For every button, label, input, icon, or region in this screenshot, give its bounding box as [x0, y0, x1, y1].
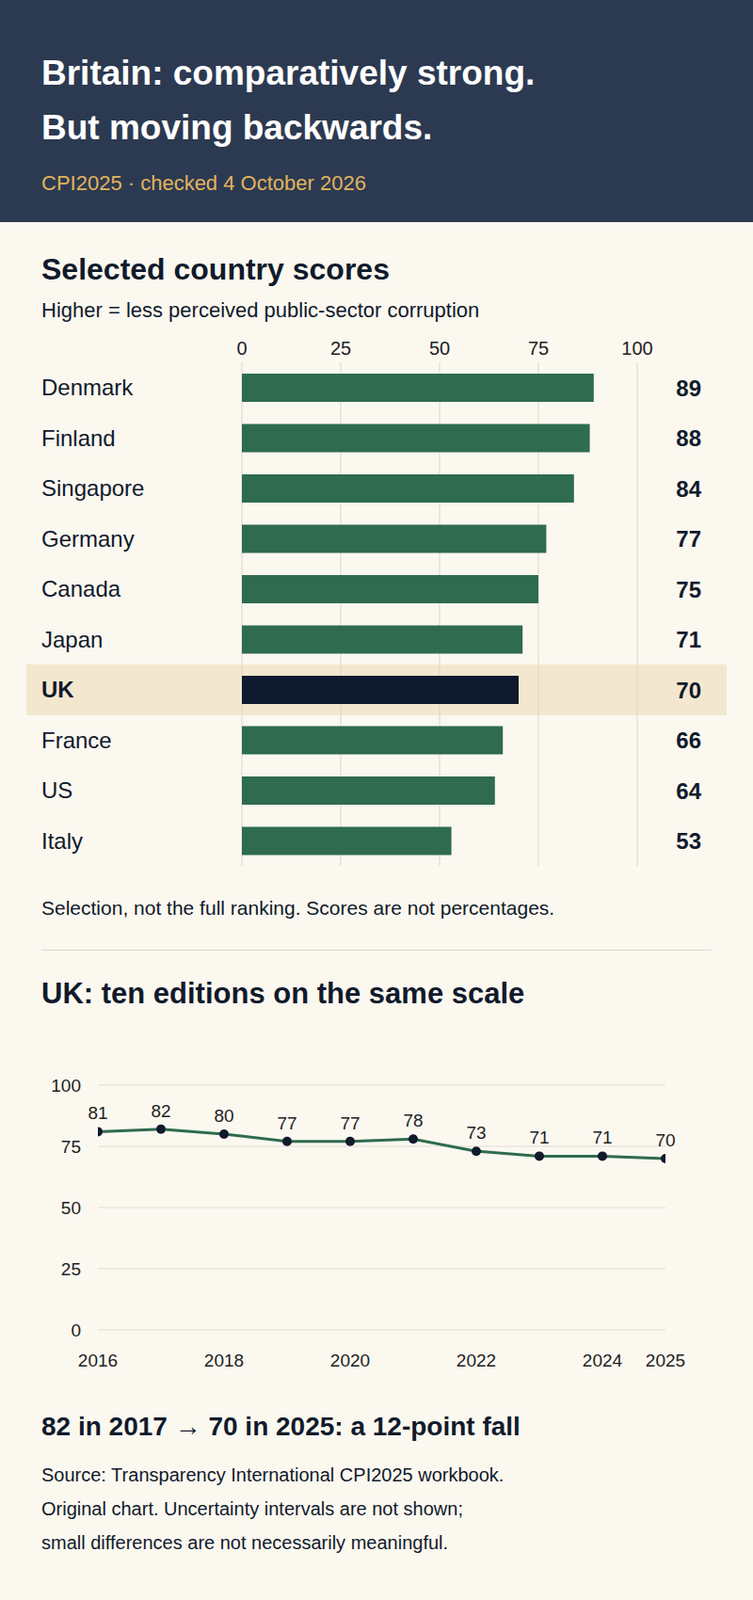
- svg-text:25: 25: [61, 1259, 81, 1280]
- svg-text:Italy: Italy: [41, 828, 83, 854]
- svg-text:89: 89: [675, 375, 702, 401]
- svg-text:53: 53: [675, 828, 702, 854]
- svg-text:100: 100: [621, 337, 653, 359]
- svg-text:2024: 2024: [582, 1350, 624, 1371]
- svg-text:25: 25: [330, 337, 352, 359]
- svg-text:2016: 2016: [78, 1350, 118, 1371]
- svg-text:71: 71: [528, 1127, 549, 1148]
- html-text:Britain: comparatively strong.: Britain: comparatively strong.: [41, 53, 535, 93]
- svg-text:Finland: Finland: [41, 425, 116, 451]
- html-text:Source: Transparency Internati: Source: Transparency International CPI20…: [41, 1464, 504, 1485]
- svg-text:0: 0: [70, 1320, 81, 1341]
- svg-text:100: 100: [50, 1075, 81, 1096]
- html-text:But moving backwards.: But moving backwards.: [41, 108, 433, 147]
- svg-text:77: 77: [339, 1113, 360, 1134]
- svg-text:66: 66: [675, 727, 702, 753]
- html-text:82 in 2017 → 70 in 2025: a 12-: 82 in 2017 → 70 in 2025: a 12-point fall: [41, 1411, 521, 1441]
- svg-text:2018: 2018: [204, 1350, 244, 1371]
- svg-text:81: 81: [87, 1103, 108, 1123]
- svg-text:77: 77: [276, 1113, 297, 1134]
- svg-text:Singapore: Singapore: [41, 475, 145, 501]
- svg-text:2025: 2025: [645, 1350, 686, 1371]
- svg-text:88: 88: [675, 425, 702, 451]
- svg-text:US: US: [41, 777, 73, 803]
- svg-text:78: 78: [402, 1110, 423, 1131]
- html-text:small differences are not nece: small differences are not necessarily me…: [41, 1531, 449, 1553]
- svg-text:64: 64: [675, 778, 702, 804]
- svg-text:Germany: Germany: [41, 526, 135, 552]
- html-text:Selected country scores: Selected country scores: [41, 252, 390, 287]
- svg-text:2022: 2022: [456, 1350, 497, 1371]
- svg-text:UK: UK: [41, 676, 75, 703]
- svg-text:75: 75: [528, 337, 549, 359]
- svg-text:0: 0: [236, 337, 247, 359]
- svg-text:Denmark: Denmark: [41, 374, 134, 401]
- svg-text:75: 75: [675, 576, 702, 603]
- html-text:Higher = less perceived public: Higher = less perceived public-sector co…: [41, 298, 480, 322]
- svg-text:71: 71: [675, 626, 702, 653]
- svg-text:77: 77: [675, 526, 702, 552]
- svg-text:Japan: Japan: [41, 626, 103, 653]
- svg-text:82: 82: [150, 1101, 171, 1122]
- html-text:UK: ten editions on the same s: UK: ten editions on the same scale: [41, 976, 525, 1010]
- svg-text:Canada: Canada: [41, 576, 122, 602]
- svg-text:84: 84: [675, 476, 702, 502]
- html-text:Original chart. Uncertainty in: Original chart. Uncertainty intervals ar…: [41, 1497, 464, 1519]
- svg-text:73: 73: [465, 1122, 486, 1143]
- svg-text:75: 75: [61, 1137, 81, 1157]
- svg-text:70: 70: [675, 677, 702, 704]
- svg-text:70: 70: [655, 1130, 675, 1151]
- svg-text:71: 71: [592, 1127, 612, 1148]
- svg-text:France: France: [41, 727, 113, 753]
- svg-text:80: 80: [213, 1105, 234, 1126]
- svg-text:50: 50: [429, 337, 450, 359]
- html-text:CPI2025 · checked 4 October 20: CPI2025 · checked 4 October 2026: [41, 171, 367, 195]
- svg-text:2020: 2020: [330, 1350, 370, 1371]
- html-text:Selection, not the full rankin: Selection, not the full ranking. Scores …: [41, 897, 555, 919]
- svg-text:50: 50: [61, 1198, 81, 1218]
